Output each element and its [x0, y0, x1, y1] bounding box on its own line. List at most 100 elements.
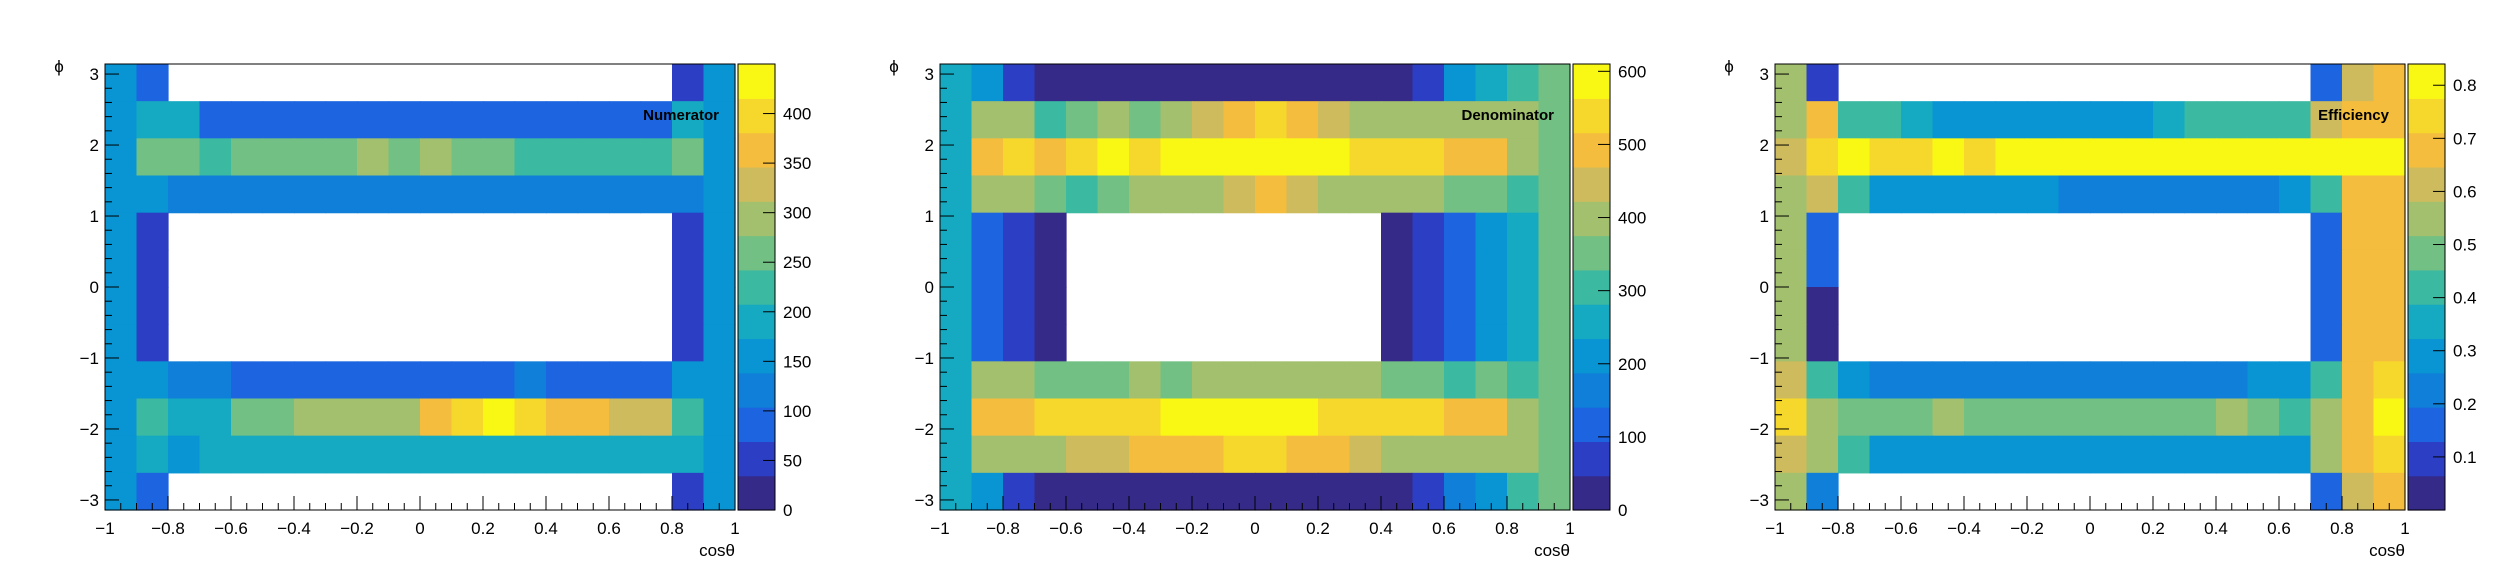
z-tick-label: 100 [1618, 428, 1646, 447]
heatmap-cell [2310, 361, 2343, 400]
heatmap-cell [940, 324, 973, 362]
x-tick-label: 1 [2400, 519, 2409, 538]
heatmap-cell [231, 175, 264, 214]
heatmap-cell [1034, 324, 1067, 362]
heatmap-cell [1775, 175, 1808, 214]
heatmap-cell [2310, 175, 2343, 214]
heatmap-cell [2090, 175, 2123, 214]
heatmap-cell [1538, 324, 1571, 362]
heatmap-cell [546, 435, 579, 474]
color-scale-bin [2408, 475, 2445, 511]
heatmap-cell [1412, 138, 1445, 177]
heatmap-cell [2090, 398, 2123, 437]
color-scale-bin [2408, 201, 2445, 237]
color-scale-bin [1573, 338, 1610, 374]
heatmap-cell [1869, 138, 1902, 177]
heatmap-cell [2342, 101, 2375, 139]
heatmap-cell [1097, 138, 1130, 177]
heatmap-cell [357, 101, 390, 139]
heatmap-cell [971, 398, 1004, 437]
heatmap-cell [2373, 361, 2406, 400]
heatmap-cell [2342, 138, 2375, 177]
heatmap-cell [231, 361, 264, 400]
color-scale-bin [738, 98, 775, 134]
y-tick-label: 1 [1760, 207, 1769, 226]
color-scale-bin [738, 372, 775, 408]
heatmap-cell [1775, 287, 1808, 325]
heatmap-cell [1412, 287, 1445, 325]
heatmap-cell [136, 249, 169, 288]
heatmap-cell [1995, 435, 2028, 474]
heatmap-cell [2184, 101, 2217, 139]
heatmap-cell [2342, 435, 2375, 474]
heatmap-cell [1129, 175, 1162, 214]
heatmap-cell [451, 398, 484, 437]
heatmap-cell [1412, 249, 1445, 288]
heatmap-cell [672, 287, 705, 325]
heatmap-cell [1775, 64, 1808, 102]
heatmap-cell [940, 101, 973, 139]
heatmap-cell [105, 175, 138, 214]
y-tick-label: 3 [925, 65, 934, 84]
heatmap-cell [1444, 64, 1477, 102]
heatmap-cell [1381, 64, 1414, 102]
z-tick-label: 200 [783, 303, 811, 322]
heatmap-cell [105, 64, 138, 102]
heatmap-cell [1806, 287, 1839, 325]
z-tick-label: 0.4 [2453, 289, 2477, 308]
heatmap-cell [2121, 398, 2154, 437]
heatmap-cell [640, 175, 673, 214]
heatmap-cell [940, 398, 973, 437]
heatmap-cell [199, 138, 232, 177]
heatmap-cell [1129, 101, 1162, 139]
heatmap-cell [703, 101, 736, 139]
heatmap-cell [231, 101, 264, 139]
color-scale-bin [2408, 441, 2445, 477]
x-tick-label: −0.6 [1884, 519, 1918, 538]
heatmap-cell [2058, 138, 2091, 177]
heatmap-cell [2153, 138, 2186, 177]
heatmap-cell [168, 175, 201, 214]
heatmap-cell [1444, 175, 1477, 214]
heatmap-cell [2279, 138, 2312, 177]
heatmap-cell [1286, 361, 1319, 400]
heatmap-cell [136, 64, 169, 102]
heatmap-cell [1475, 361, 1508, 400]
heatmap-cell [672, 435, 705, 474]
heatmap-cell [420, 361, 453, 400]
heatmap-cell [2184, 175, 2217, 214]
heatmap-cell [262, 361, 295, 400]
heatmap-cell [2058, 101, 2091, 139]
color-scale-bin [738, 269, 775, 305]
heatmap-cell [2153, 435, 2186, 474]
heatmap-cell [168, 398, 201, 437]
z-tick-label: 400 [783, 105, 811, 124]
y-tick-label: −1 [1750, 349, 1769, 368]
heatmap-cell [514, 398, 547, 437]
chart-title: Numerator [643, 107, 719, 124]
x-tick-label: −0.6 [1049, 519, 1083, 538]
heatmap-cell [1129, 138, 1162, 177]
heatmap-cell [703, 138, 736, 177]
heatmap-cell [1003, 435, 1036, 474]
heatmap-cell [1381, 175, 1414, 214]
heatmap-cell [1066, 398, 1099, 437]
z-tick-label: 0 [1618, 501, 1627, 520]
heatmap-cell [1838, 398, 1871, 437]
heatmap-cell [420, 138, 453, 177]
heatmap-cell [483, 101, 516, 139]
heatmap-cell [546, 175, 579, 214]
z-tick-label: 150 [783, 352, 811, 371]
heatmap-cells [940, 64, 1571, 511]
color-scale-bin [738, 441, 775, 477]
heatmap-cell [105, 361, 138, 400]
color-scale-bin [1573, 98, 1610, 134]
heatmap-cell [1192, 175, 1225, 214]
heatmap-cell [1034, 64, 1067, 102]
x-tick-label: −1 [1765, 519, 1784, 538]
heatmap-cell [1838, 435, 1871, 474]
color-scale: 0.1 0.2 0.3 0.4 0.5 0.6 0.7 0.8 [2407, 63, 2477, 511]
color-scale-bin [1573, 269, 1610, 305]
heatmap-cell [325, 435, 358, 474]
heatmap-cell [1964, 435, 1997, 474]
